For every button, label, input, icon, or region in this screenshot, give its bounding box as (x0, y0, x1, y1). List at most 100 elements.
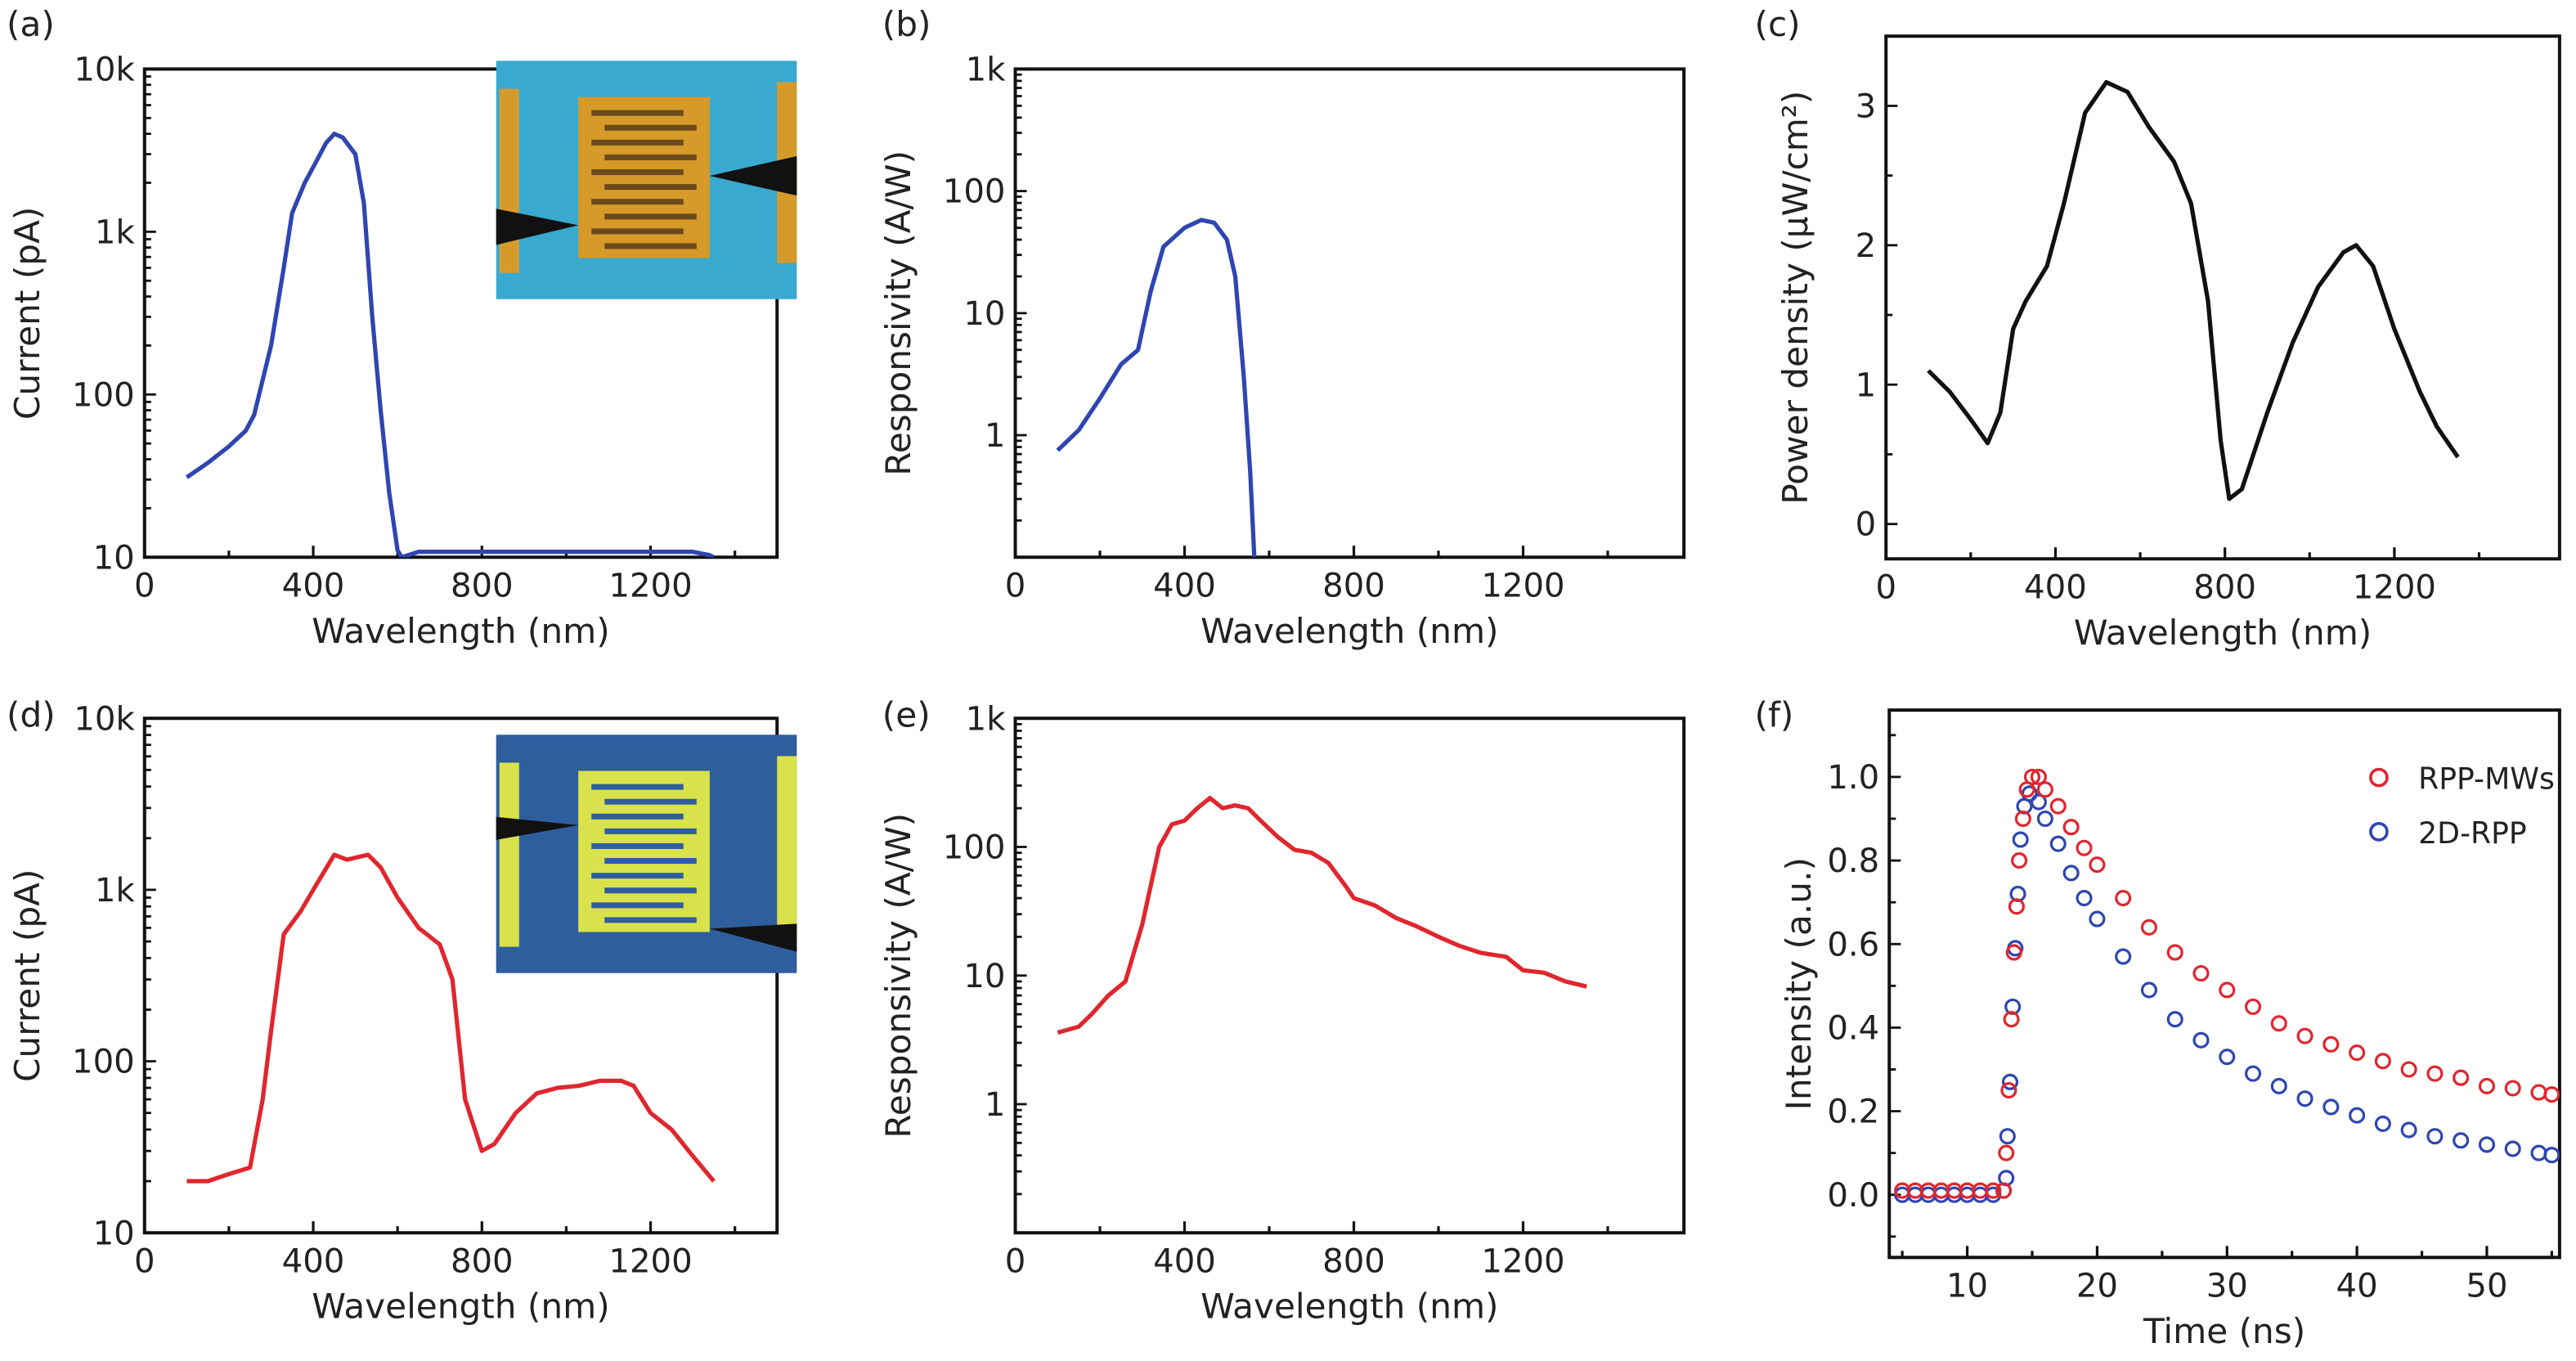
data-line (1927, 79, 2460, 501)
data-point (2244, 1065, 2262, 1082)
probe-tip (709, 923, 797, 952)
data-point (2062, 865, 2080, 882)
x-tick-label: 40 (2336, 1268, 2378, 1305)
y-tick-label: 1 (985, 417, 1006, 455)
x-axis-title: Wavelength (nm) (312, 611, 609, 651)
x-tick-label: 400 (282, 1242, 345, 1280)
panel-d: (d) 0 400 800 1200 10 100 1k 10k Wavelength (nm) C… (7, 694, 797, 1327)
y-tick-label: 0.8 (1827, 842, 1879, 880)
electrode-finger (591, 873, 684, 879)
probe-tip (496, 209, 579, 245)
data-point (2543, 1086, 2560, 1103)
side-electrode (499, 762, 519, 947)
data-point (2036, 810, 2053, 828)
plot-frame (1013, 67, 1686, 559)
x-tick-label: 0 (1005, 1242, 1026, 1280)
data-point (2400, 1121, 2417, 1139)
electrode-finger (591, 902, 684, 909)
electrode-finger (591, 813, 684, 820)
y-axis-title: Current (pA) (7, 869, 47, 1081)
x-tick-label: 0 (134, 568, 155, 605)
x-tick-label: 0 (1875, 569, 1896, 607)
data-point (2192, 1031, 2210, 1049)
x-tick-label: 1200 (2353, 569, 2436, 607)
data-point (2296, 1090, 2313, 1107)
y-tick-label: 1k (95, 872, 136, 910)
y-tick-label: 0 (1856, 506, 1877, 544)
y-tick-label: 1k (966, 700, 1007, 738)
electrode-finger (604, 124, 697, 131)
electrode-finger (591, 228, 684, 235)
data-point (2115, 948, 2132, 965)
device-micrograph-inset (496, 61, 797, 299)
data-point (2076, 839, 2093, 856)
data-point (1999, 1128, 2016, 1145)
panel-e: (e) 0 400 800 1200 1 10 100 1k Wavelength (nm) Res… (878, 694, 1686, 1327)
x-axis-title: Time (ns) (2143, 1311, 2305, 1351)
x-tick-label: 800 (1322, 568, 1385, 605)
y-tick-label: 1k (95, 213, 136, 251)
y-tick-label: 0.2 (1827, 1094, 1879, 1131)
electrode-finger (591, 139, 684, 146)
x-tick-label: 800 (1322, 1242, 1385, 1280)
y-axis-title: Current (pA) (7, 207, 47, 420)
data-point (2014, 810, 2031, 828)
data-point (2166, 944, 2183, 961)
data-point (2140, 919, 2158, 936)
plot-frame (1884, 34, 2561, 561)
legend-label: 2D-RPP (2418, 815, 2527, 851)
data-point (2166, 1011, 2183, 1028)
y-tick-label: 100 (72, 1044, 135, 1081)
data-point (2530, 1144, 2547, 1161)
x-tick-label: 800 (2193, 569, 2256, 607)
x-axis-title: Wavelength (nm) (312, 1287, 609, 1327)
data-point (2322, 1098, 2340, 1116)
x-tick-label: 800 (451, 1242, 514, 1280)
data-point (2374, 1115, 2391, 1132)
data-point (2219, 1049, 2236, 1066)
side-electrode (777, 756, 797, 937)
plot-frame (1887, 708, 2561, 1260)
data-point (2530, 1084, 2547, 1101)
data-point (2030, 793, 2047, 811)
legend-marker (2369, 767, 2389, 788)
panel-label: (d) (7, 694, 56, 734)
x-axis-title: Wavelength (nm) (1200, 1287, 1498, 1327)
panel-label: (a) (7, 4, 55, 44)
data-point (2270, 1015, 2287, 1032)
y-tick-label: 10 (963, 958, 1005, 995)
data-point (2349, 1107, 2366, 1124)
y-axis-title: Power density (μW/cm²) (1775, 91, 1815, 505)
x-tick-label: 0 (134, 1242, 155, 1280)
panel-label: (e) (882, 694, 931, 734)
y-axis-title: Intensity (a.u.) (1779, 857, 1819, 1110)
y-tick-label: 10k (74, 700, 135, 738)
data-point (2001, 1073, 2019, 1090)
probe-tip (709, 155, 797, 196)
x-tick-label: 1200 (1481, 568, 1564, 605)
y-axis-title: Responsivity (A/W) (878, 150, 918, 476)
data-point (1985, 1182, 2002, 1199)
x-tick-label: 1200 (608, 568, 692, 605)
data-line (185, 131, 716, 558)
data-point (2089, 910, 2106, 928)
x-tick-label: 20 (2076, 1268, 2118, 1305)
probe-tip (496, 816, 579, 840)
panel-a: (a) 0 400 800 1200 10 100 1k 10k Wavelength (nm) C… (7, 4, 797, 651)
x-tick-label: 1200 (1481, 1242, 1564, 1280)
data-point (2003, 1011, 2020, 1028)
electrode-finger (591, 842, 684, 849)
side-electrode (499, 88, 519, 273)
legend-label: RPP-MWs (2418, 761, 2555, 797)
data-point (2036, 781, 2053, 798)
data-point (2400, 1061, 2417, 1078)
data-point (2504, 1080, 2521, 1097)
data-point (2478, 1136, 2496, 1153)
y-tick-label: 100 (943, 829, 1006, 867)
plot-frame (1013, 716, 1686, 1235)
data-point (2062, 819, 2080, 836)
data-point (2374, 1053, 2391, 1070)
data-point (2504, 1140, 2521, 1157)
data-point (2543, 1147, 2560, 1164)
